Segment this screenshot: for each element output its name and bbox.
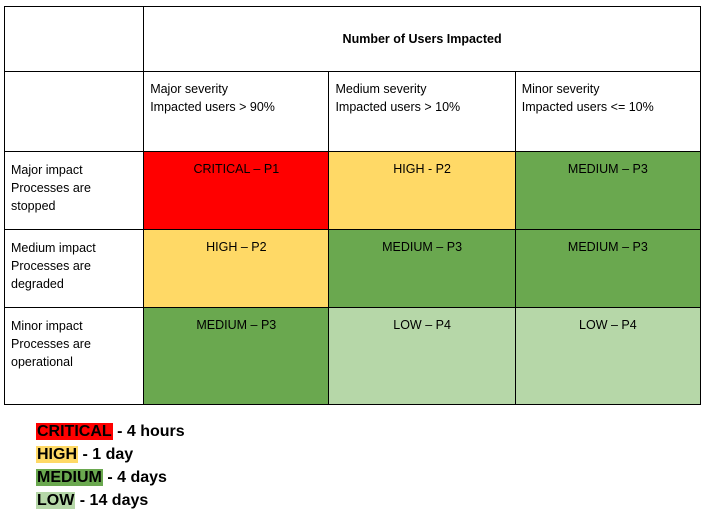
users-impacted-header: Number of Users Impacted [143, 6, 701, 72]
priority-legend: CRITICAL - 4 hours HIGH - 1 day MEDIUM -… [36, 420, 185, 512]
legend-swatch: CRITICAL [36, 423, 113, 440]
priority-cell: MEDIUM – P3 [328, 229, 516, 308]
priority-cell: HIGH – P2 [143, 229, 330, 308]
severity-label: Minor severity [521, 82, 600, 96]
legend-detail: - 1 day [78, 446, 134, 463]
impact-description: Processes are [11, 337, 91, 351]
legend-detail: - 14 days [75, 492, 149, 509]
impact-row-minor: Minor impact Processes are operational M… [3, 307, 702, 405]
legend-swatch: LOW [36, 492, 76, 509]
impact-label-cell: Medium impact Processes are degraded [3, 229, 145, 308]
severity-medium-cell: Medium severity Impacted users > 10% [328, 71, 516, 152]
impact-label-cell: Major impact Processes are stopped [3, 151, 145, 230]
legend-item-high: HIGH - 1 day [36, 443, 185, 466]
priority-cell: MEDIUM – P3 [143, 307, 330, 405]
severity-row: Major severity Impacted users > 90% Medi… [3, 71, 702, 152]
legend-item-medium: MEDIUM - 4 days [36, 466, 185, 489]
impact-description: operational [11, 355, 73, 369]
severity-label: Medium severity [335, 82, 427, 96]
impact-description: Processes are [11, 181, 91, 195]
impact-label: Medium impact [11, 241, 96, 255]
impact-label: Minor impact [11, 319, 83, 333]
impact-description: degraded [11, 277, 64, 291]
legend-swatch: MEDIUM [36, 469, 103, 486]
header-row: Number of Users Impacted [3, 6, 701, 72]
impact-description: Processes are [11, 259, 91, 273]
severity-threshold: Impacted users > 90% [150, 100, 275, 114]
severity-threshold: Impacted users > 10% [335, 100, 461, 114]
legend-item-low: LOW - 14 days [36, 489, 185, 512]
corner-cell [3, 6, 145, 72]
impact-label: Major impact [11, 163, 83, 177]
legend-item-critical: CRITICAL - 4 hours [36, 420, 185, 443]
impact-label-cell: Minor impact Processes are operational [3, 307, 145, 405]
legend-swatch: HIGH [36, 446, 78, 463]
severity-minor-cell: Minor severity Impacted users <= 10% [514, 71, 702, 152]
legend-detail: - 4 days [102, 469, 167, 486]
priority-cell: HIGH - P2 [328, 151, 516, 230]
priority-matrix-table: Number of Users Impacted Major severity … [3, 6, 702, 405]
severity-threshold: Impacted users <= 10% [521, 100, 654, 114]
priority-cell: LOW – P4 [328, 307, 516, 405]
legend-detail: - 4 hours [112, 423, 185, 440]
impact-row-major: Major impact Processes are stopped CRITI… [3, 151, 702, 230]
priority-cell: CRITICAL – P1 [143, 151, 330, 230]
priority-cell: LOW – P4 [514, 307, 702, 405]
priority-cell: MEDIUM – P3 [514, 151, 702, 230]
severity-major-cell: Major severity Impacted users > 90% [143, 71, 330, 152]
impact-description: stopped [11, 199, 56, 213]
severity-label: Major severity [150, 82, 228, 96]
impact-row-medium: Medium impact Processes are degraded HIG… [3, 229, 702, 308]
priority-cell: MEDIUM – P3 [514, 229, 702, 308]
corner-cell-blank [3, 71, 145, 152]
